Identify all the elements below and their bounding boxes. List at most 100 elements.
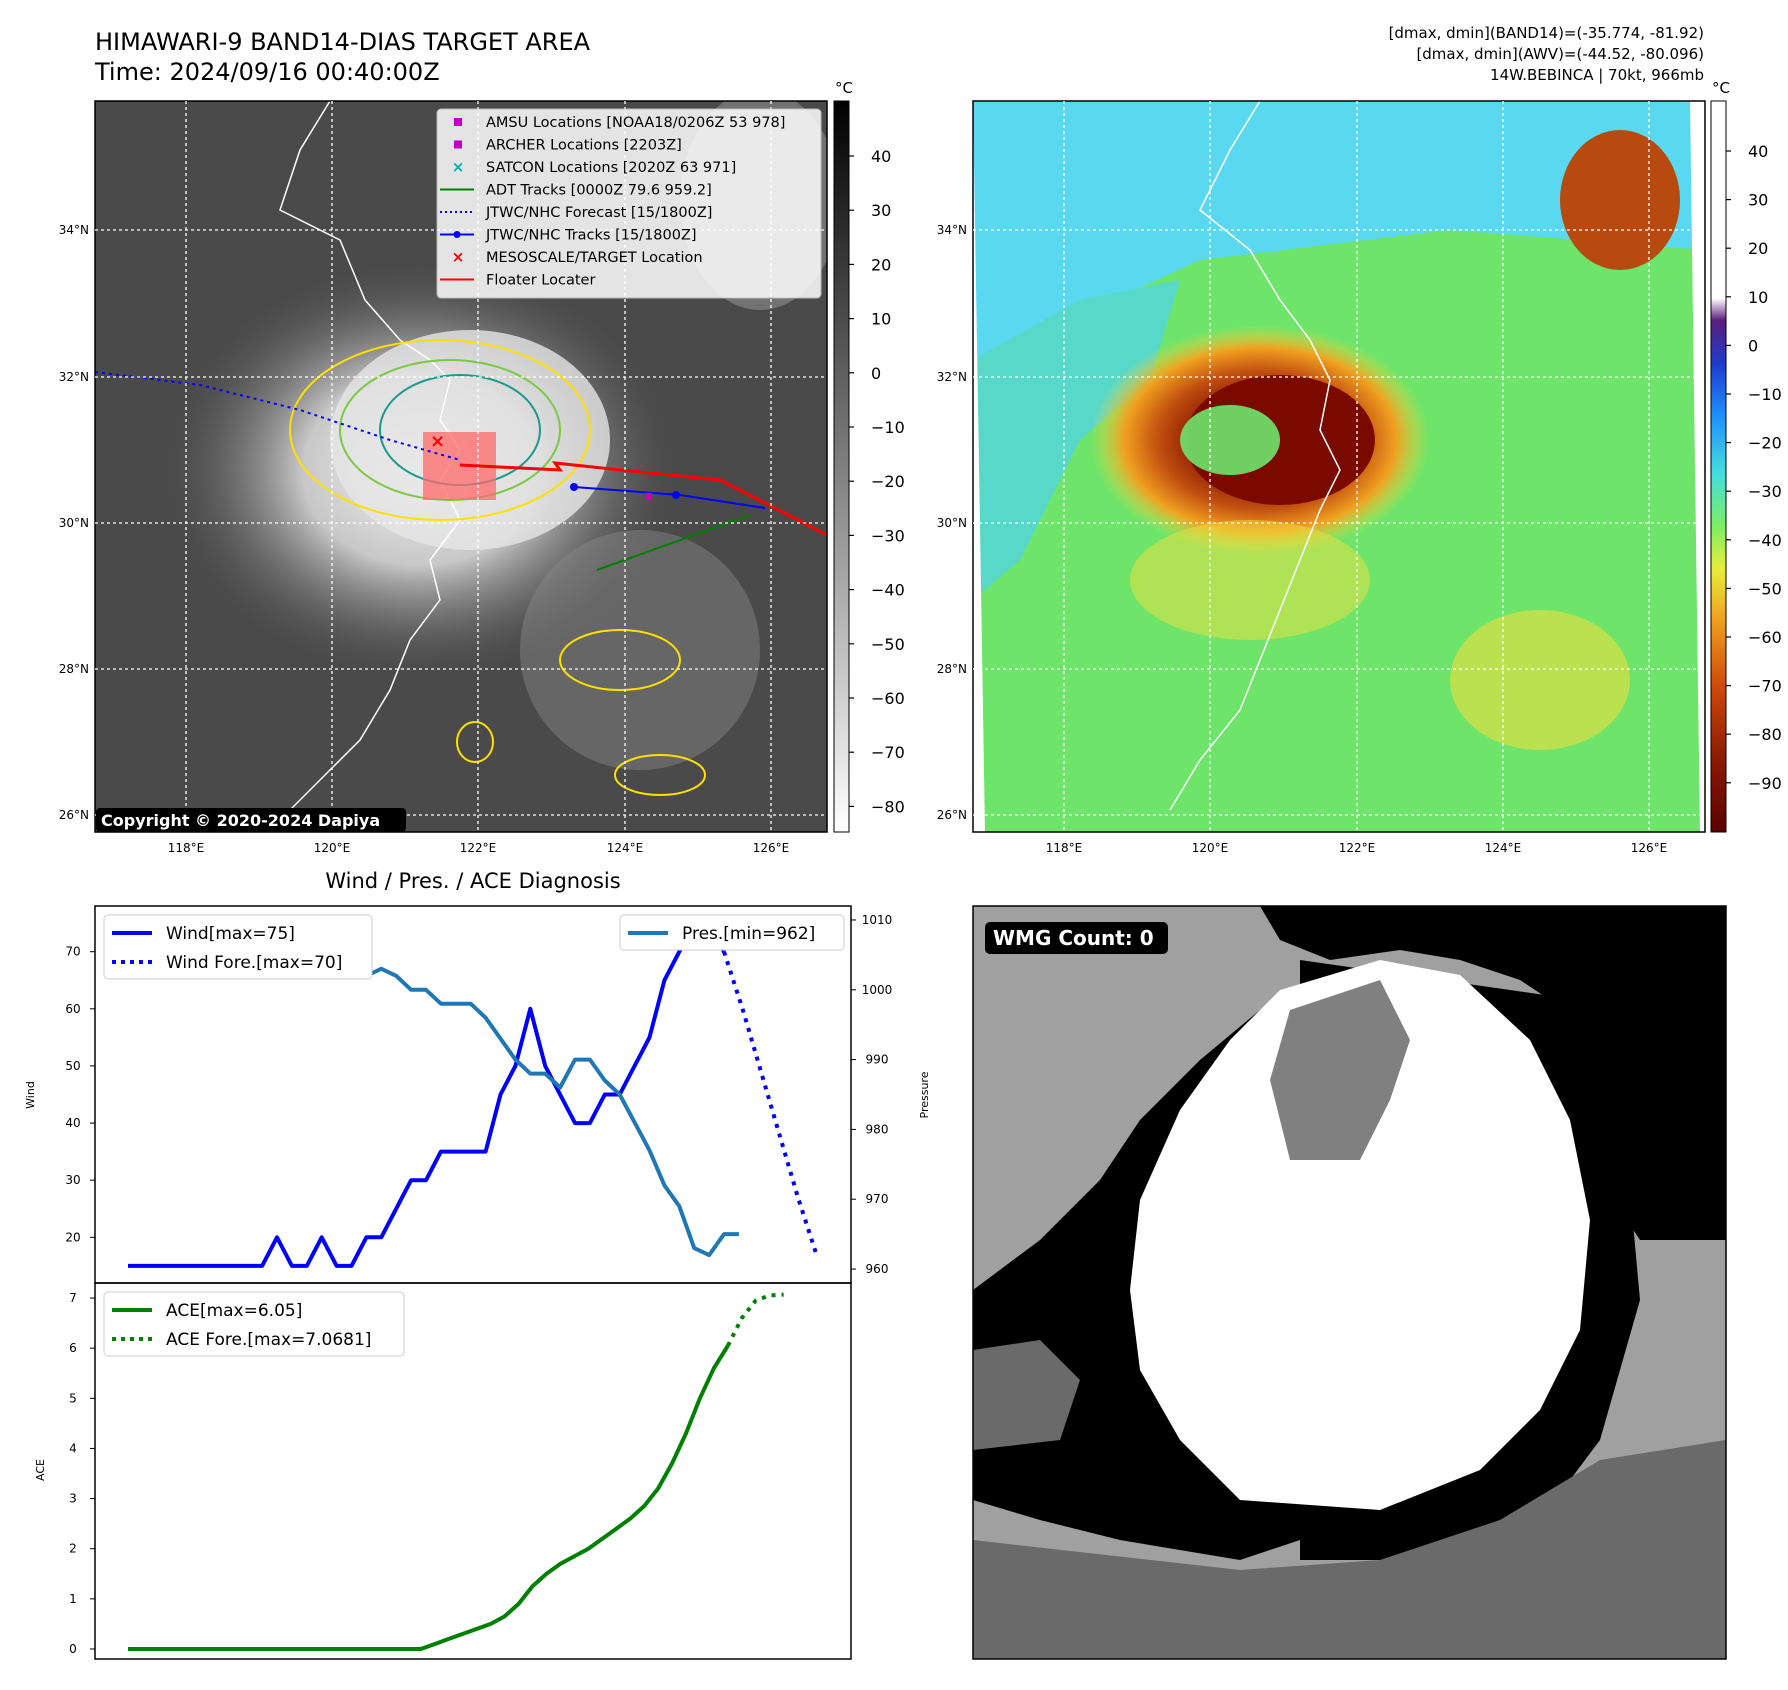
awv-colorbar: °C 40 30 20 10 0 −10 −20 −30 −40 −50 −60 −70 −80 −90 xyxy=(1710,79,1782,833)
legend-label: JTWC/NHC Tracks [15/1800Z] xyxy=(485,228,697,244)
pressure-legend: Pres.[min=962] xyxy=(619,914,845,951)
legend-entry: AMSU Locations [NOAA18/0206Z 53 978] xyxy=(454,115,785,131)
colorbar-tick-label: 40 xyxy=(871,147,891,166)
wmg-panel xyxy=(973,906,1726,1659)
y2-tick-label: 980 xyxy=(866,1122,889,1136)
awv-map-gridlines xyxy=(973,101,1705,832)
y2-tick-label: 990 xyxy=(866,1053,889,1067)
colorbar-unit: °C xyxy=(1712,79,1730,97)
colorbar-tick-label: −70 xyxy=(871,743,905,762)
colorbar-tick-label: −30 xyxy=(1748,482,1782,501)
legend-label: Pres.[min=962] xyxy=(682,924,815,944)
info-band14: [dmax, dmin](BAND14)=(-35.774, -81.92) xyxy=(1389,24,1704,42)
lon-label: 122°E xyxy=(1339,841,1376,855)
y-tick-label: 30 xyxy=(65,1173,80,1187)
lat-label: 34°N xyxy=(937,223,967,237)
legend-label: ACE Fore.[max=7.0681] xyxy=(166,1330,371,1350)
colorbar-tick-label: −30 xyxy=(871,526,905,545)
colorbar-tick-label: −70 xyxy=(1748,677,1782,696)
colorbar-tick-label: 0 xyxy=(871,364,881,383)
lon-label: 118°E xyxy=(168,841,205,855)
legend-label: ACE[max=6.05] xyxy=(166,1301,302,1321)
lat-label: 32°N xyxy=(937,370,967,384)
colorbar-tick-label: −40 xyxy=(1748,531,1782,550)
lon-label: 124°E xyxy=(607,841,644,855)
lat-label: 34°N xyxy=(59,223,89,237)
series-line xyxy=(128,921,726,1268)
legend-marker-dot xyxy=(453,231,461,238)
legend-marker xyxy=(454,140,462,149)
y-tick-label: 40 xyxy=(65,1116,80,1130)
series-line xyxy=(722,951,819,1256)
lat-label: 26°N xyxy=(937,808,967,822)
figure-time: Time: 2024/09/16 00:40:00Z xyxy=(94,58,440,86)
diagnosis-title: Wind / Pres. / ACE Diagnosis xyxy=(325,869,620,893)
legend-label: ARCHER Locations [2203Z] xyxy=(486,138,682,154)
lon-label: 122°E xyxy=(460,841,497,855)
colorbar-tick-label: −10 xyxy=(871,418,905,437)
lon-label: 126°E xyxy=(1631,841,1668,855)
y-tick-label: 4 xyxy=(69,1441,77,1455)
legend-entry: × MESOSCALE/TARGET Location xyxy=(452,248,703,266)
legend-entry: JTWC/NHC Tracks [15/1800Z] xyxy=(440,228,697,244)
wmg-count-label: WMG Count: 0 xyxy=(993,926,1154,950)
legend-label: Floater Locater xyxy=(486,273,595,289)
colorbar-tick-label: 20 xyxy=(1748,239,1768,258)
legend-label: SATCON Locations [2020Z 63 971] xyxy=(486,160,736,176)
legend-entry: JTWC/NHC Forecast [15/1800Z] xyxy=(440,205,712,221)
legend-marker: × xyxy=(452,248,465,266)
lat-label: 28°N xyxy=(59,662,89,676)
colorbar-tick-label: −20 xyxy=(871,472,905,491)
y2-tick-label: 1010 xyxy=(862,913,893,927)
legend-label: JTWC/NHC Forecast [15/1800Z] xyxy=(485,205,712,221)
series-line xyxy=(726,1292,784,1347)
lon-label: 120°E xyxy=(314,841,351,855)
wmg-count-box xyxy=(985,922,1168,954)
colorbar-unit: °C xyxy=(835,79,853,97)
lat-label: 30°N xyxy=(59,516,89,530)
y-tick-label: 5 xyxy=(69,1391,77,1405)
legend-marker xyxy=(454,118,462,126)
colorbar-tick-label: −80 xyxy=(871,797,905,816)
lon-label: 124°E xyxy=(1485,841,1522,855)
colorbar-tick-label: 10 xyxy=(871,310,891,329)
map-legend: AMSU Locations [NOAA18/0206Z 53 978] ARCH… xyxy=(436,108,822,299)
ace-legend: ACE[max=6.05] ACE Fore.[max=7.0681] xyxy=(103,1291,405,1357)
lon-label: 120°E xyxy=(1192,841,1229,855)
y-tick-label: 2 xyxy=(69,1542,77,1556)
lat-label: 30°N xyxy=(937,516,967,530)
info-awv: [dmax, dmin](AWV)=(-44.52, -80.096) xyxy=(1416,45,1704,63)
colorbar-tick-label: −60 xyxy=(1748,628,1782,647)
ace-chart: ACE 0 1 2 3 4 5 6 7 ACE[max=6.05] ACE Fore.[max… xyxy=(34,1282,852,1660)
figure-title: HIMAWARI-9 BAND14-DIAS TARGET AREA xyxy=(95,28,591,56)
legend-entry: ARCHER Locations [2203Z] xyxy=(454,138,682,154)
wind-legend: Wind[max=75] Wind Fore.[max=70] xyxy=(103,914,373,980)
ir-colorbar: °C 40 30 20 10 0 −10 −20 −30 −40 −50 −60 −70 −80 xyxy=(833,79,905,833)
colorbar-tick-label: −80 xyxy=(1748,725,1782,744)
series-line xyxy=(128,1344,730,1651)
legend-label: ADT Tracks [0000Z 79.6 959.2] xyxy=(486,183,712,199)
colorbar-tick-label: 10 xyxy=(1748,288,1768,307)
awv-map xyxy=(973,101,1705,832)
colorbar-tick-label: 30 xyxy=(1748,191,1768,210)
y-tick-label: 50 xyxy=(65,1059,80,1073)
legend-entry: × SATCON Locations [2020Z 63 971] xyxy=(452,158,737,176)
colorbar-tick-label: 20 xyxy=(871,255,891,274)
wind-axis-label: Wind xyxy=(24,1081,37,1109)
lat-label: 28°N xyxy=(937,662,967,676)
svg-text:×: × xyxy=(430,431,445,452)
y-tick-label: 1 xyxy=(69,1592,77,1606)
colorbar-tick-label: −50 xyxy=(871,635,905,654)
y-tick-label: 70 xyxy=(65,945,80,959)
legend-entry: Floater Locater xyxy=(440,273,595,289)
y-tick-label: 0 xyxy=(69,1642,77,1656)
copyright-text: Copyright © 2020-2024 Dapiya xyxy=(101,811,380,830)
legend-label: Wind Fore.[max=70] xyxy=(166,953,342,973)
info-storm: 14W.BEBINCA | 70kt, 966mb xyxy=(1490,66,1704,84)
y-tick-label: 20 xyxy=(65,1230,80,1244)
wind-pres-chart: Wind Pressure 20 30 40 50 60 70 960 970 980 990 10… xyxy=(24,905,931,1284)
ace-axis-label: ACE xyxy=(34,1459,47,1481)
colorbar-tick-label: −10 xyxy=(1748,385,1782,404)
colorbar-tick-label: −40 xyxy=(871,581,905,600)
